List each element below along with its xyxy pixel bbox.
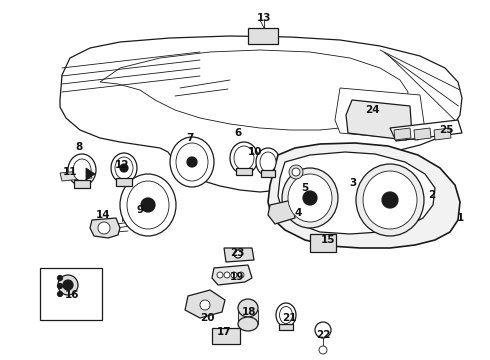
Ellipse shape bbox=[288, 174, 332, 222]
Ellipse shape bbox=[282, 168, 338, 228]
Bar bbox=[238, 310, 258, 324]
Text: 19: 19 bbox=[230, 272, 244, 282]
Ellipse shape bbox=[356, 164, 424, 236]
Circle shape bbox=[141, 198, 155, 212]
Bar bbox=[212, 328, 240, 344]
Ellipse shape bbox=[238, 299, 258, 317]
Circle shape bbox=[57, 292, 63, 297]
Polygon shape bbox=[394, 128, 411, 140]
Polygon shape bbox=[414, 128, 431, 140]
Polygon shape bbox=[224, 248, 254, 262]
Text: 13: 13 bbox=[257, 13, 271, 23]
Ellipse shape bbox=[127, 181, 169, 229]
Text: 6: 6 bbox=[234, 128, 242, 138]
Ellipse shape bbox=[170, 137, 214, 187]
Ellipse shape bbox=[363, 171, 417, 229]
Ellipse shape bbox=[115, 157, 133, 179]
Polygon shape bbox=[60, 170, 92, 181]
Polygon shape bbox=[212, 265, 252, 285]
Text: 3: 3 bbox=[349, 178, 357, 188]
Circle shape bbox=[57, 275, 63, 280]
Text: 18: 18 bbox=[242, 307, 256, 317]
Bar bbox=[261, 170, 275, 177]
Polygon shape bbox=[185, 290, 225, 318]
Ellipse shape bbox=[68, 154, 96, 186]
Text: 22: 22 bbox=[316, 330, 330, 340]
Bar bbox=[248, 28, 278, 44]
Ellipse shape bbox=[276, 303, 296, 327]
Text: 1: 1 bbox=[456, 213, 464, 223]
Ellipse shape bbox=[260, 152, 276, 172]
Polygon shape bbox=[346, 100, 412, 140]
Circle shape bbox=[187, 157, 197, 167]
Ellipse shape bbox=[111, 153, 137, 183]
Ellipse shape bbox=[256, 148, 280, 176]
Text: 7: 7 bbox=[186, 133, 194, 143]
Polygon shape bbox=[86, 168, 95, 180]
Circle shape bbox=[231, 272, 237, 278]
Circle shape bbox=[382, 192, 398, 208]
Ellipse shape bbox=[120, 174, 176, 236]
Text: 23: 23 bbox=[230, 248, 244, 258]
Text: 25: 25 bbox=[439, 125, 453, 135]
Text: 14: 14 bbox=[96, 210, 110, 220]
Circle shape bbox=[98, 222, 110, 234]
Bar bbox=[116, 178, 132, 186]
Polygon shape bbox=[268, 200, 295, 224]
Text: 20: 20 bbox=[200, 313, 214, 323]
Ellipse shape bbox=[234, 146, 254, 170]
Bar bbox=[74, 180, 90, 188]
Polygon shape bbox=[390, 120, 462, 141]
Ellipse shape bbox=[279, 306, 293, 324]
Text: 2: 2 bbox=[428, 190, 436, 200]
Bar bbox=[279, 324, 293, 330]
Polygon shape bbox=[60, 36, 462, 192]
Circle shape bbox=[58, 275, 78, 295]
Bar bbox=[40, 268, 102, 320]
Text: 8: 8 bbox=[75, 142, 83, 152]
Text: 10: 10 bbox=[248, 147, 262, 157]
Text: 16: 16 bbox=[65, 290, 79, 300]
Text: 4: 4 bbox=[294, 208, 302, 218]
Ellipse shape bbox=[289, 165, 303, 179]
Circle shape bbox=[238, 272, 244, 278]
Text: 17: 17 bbox=[217, 327, 231, 337]
Bar bbox=[236, 168, 252, 175]
Circle shape bbox=[63, 280, 73, 290]
Polygon shape bbox=[268, 143, 460, 248]
Circle shape bbox=[217, 272, 223, 278]
Ellipse shape bbox=[230, 142, 258, 174]
Text: 12: 12 bbox=[115, 160, 129, 170]
Text: 21: 21 bbox=[282, 313, 296, 323]
Polygon shape bbox=[100, 50, 408, 130]
Polygon shape bbox=[278, 152, 435, 234]
Ellipse shape bbox=[176, 143, 208, 181]
Bar bbox=[310, 234, 336, 252]
Polygon shape bbox=[335, 88, 425, 140]
Polygon shape bbox=[434, 128, 451, 140]
Circle shape bbox=[57, 284, 63, 288]
Text: 24: 24 bbox=[365, 105, 379, 115]
Ellipse shape bbox=[73, 159, 91, 181]
Polygon shape bbox=[90, 218, 120, 238]
Text: 15: 15 bbox=[321, 235, 335, 245]
Circle shape bbox=[224, 272, 230, 278]
Circle shape bbox=[303, 191, 317, 205]
Circle shape bbox=[234, 250, 242, 258]
Circle shape bbox=[315, 322, 331, 338]
Circle shape bbox=[120, 164, 128, 172]
Circle shape bbox=[319, 346, 327, 354]
Text: 5: 5 bbox=[301, 183, 309, 193]
Circle shape bbox=[292, 168, 300, 176]
Text: 11: 11 bbox=[63, 167, 77, 177]
Circle shape bbox=[200, 300, 210, 310]
Ellipse shape bbox=[238, 317, 258, 331]
Text: 9: 9 bbox=[136, 205, 144, 215]
